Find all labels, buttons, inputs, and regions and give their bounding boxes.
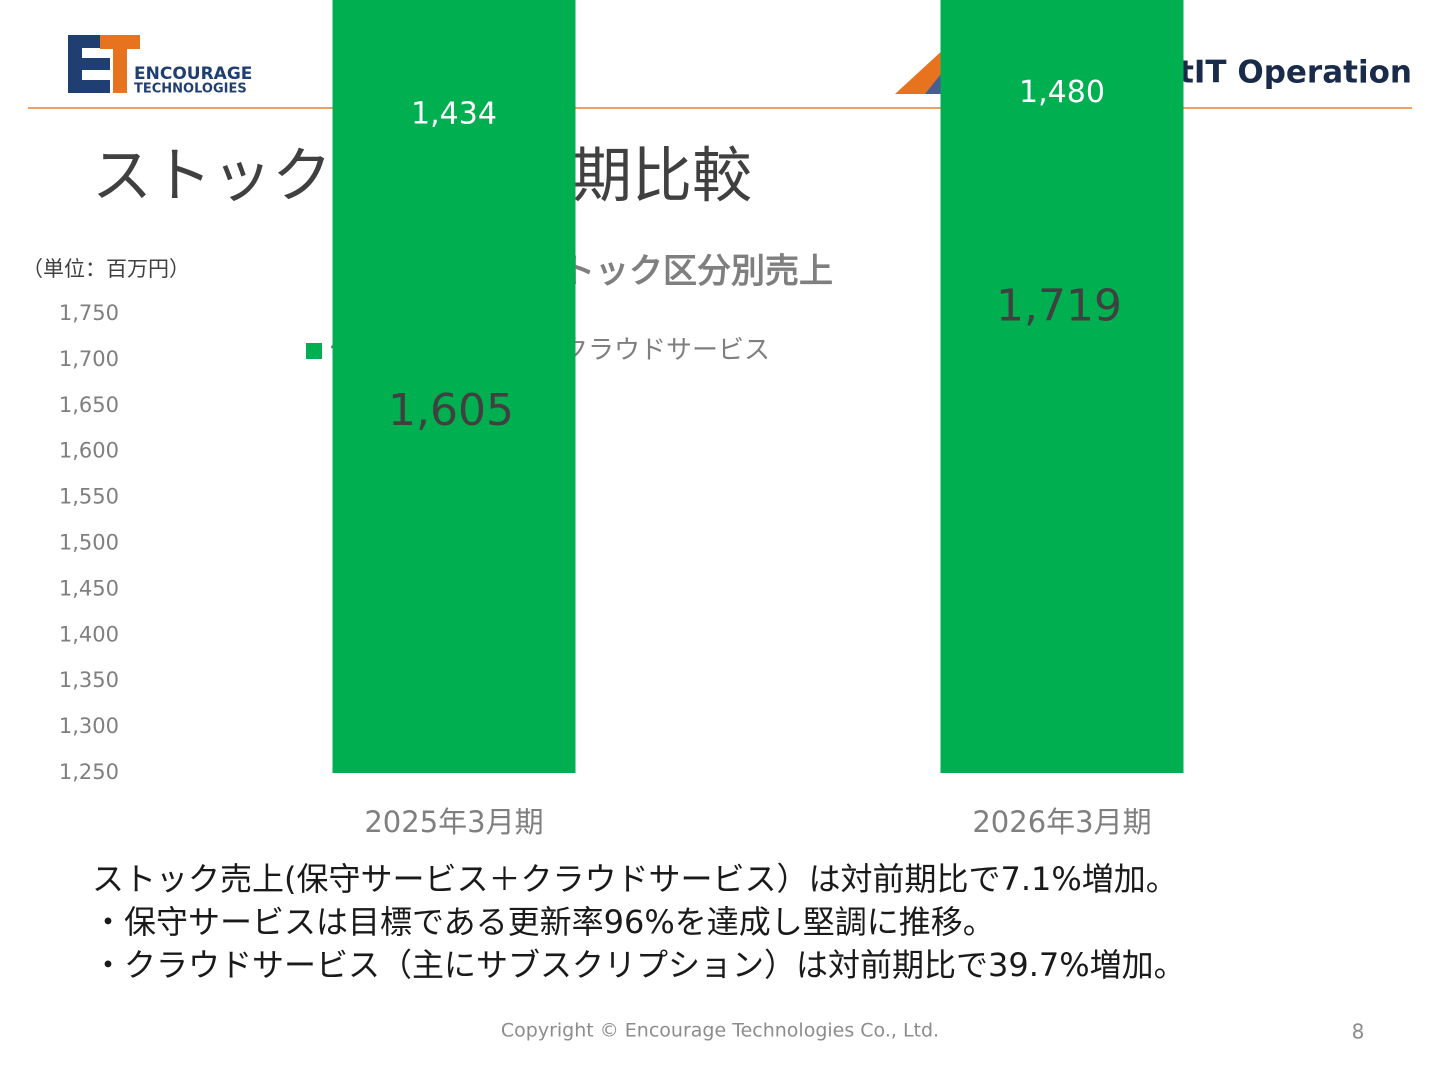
logo-e-gap bbox=[82, 48, 110, 58]
data-label: 1,480 bbox=[1019, 75, 1105, 110]
data-label: 1,434 bbox=[411, 96, 497, 131]
y-tick-label: 1,550 bbox=[59, 485, 119, 509]
y-tick-label: 1,650 bbox=[59, 393, 119, 417]
x-tick-label: 2025年3月期 bbox=[364, 805, 543, 839]
note: ・保守サービスは目標である更新率96%を達成し堅調に推移。 bbox=[92, 903, 995, 941]
copyright: Copyright © Encourage Technologies Co., … bbox=[501, 1020, 939, 1042]
total-label: 1,605 bbox=[388, 385, 514, 436]
note: ストック売上(保守サービス＋クラウドサービス）は対前期比で7.1%増加。 bbox=[92, 860, 1178, 898]
y-tick-label: 1,250 bbox=[59, 760, 119, 784]
bar-segment bbox=[940, 0, 1184, 773]
note: ・クラウドサービス（主にサブスクリプション）は対前期比で39.7%増加。 bbox=[92, 946, 1186, 984]
bar-segment bbox=[332, 0, 576, 773]
total-label: 1,719 bbox=[996, 280, 1122, 331]
logo-t bbox=[113, 35, 127, 93]
x-tick-label: 2026年3月期 bbox=[972, 805, 1151, 839]
legend-swatch bbox=[306, 343, 322, 359]
unit-label: （単位：百万円） bbox=[22, 257, 190, 281]
page-number: 8 bbox=[1352, 1020, 1365, 1044]
y-tick-label: 1,600 bbox=[59, 439, 119, 463]
y-tick-label: 1,450 bbox=[59, 576, 119, 600]
y-tick-label: 1,500 bbox=[59, 531, 119, 555]
legend-label: クラウドサービス bbox=[562, 336, 770, 366]
logo-text: TECHNOLOGIES bbox=[134, 82, 247, 97]
chart-title: ストック区分別売上 bbox=[527, 252, 833, 292]
y-tick-label: 1,350 bbox=[59, 668, 119, 692]
y-tick-label: 1,750 bbox=[59, 301, 119, 325]
logo-left: ENCOURAGE TECHNOLOGIES bbox=[68, 35, 252, 97]
logo-e-gap bbox=[82, 70, 110, 80]
y-tick-label: 1,700 bbox=[59, 347, 119, 371]
y-tick-label: 1,300 bbox=[59, 714, 119, 738]
logo-text: ENCOURAGE bbox=[134, 64, 252, 84]
y-tick-label: 1,400 bbox=[59, 622, 119, 646]
